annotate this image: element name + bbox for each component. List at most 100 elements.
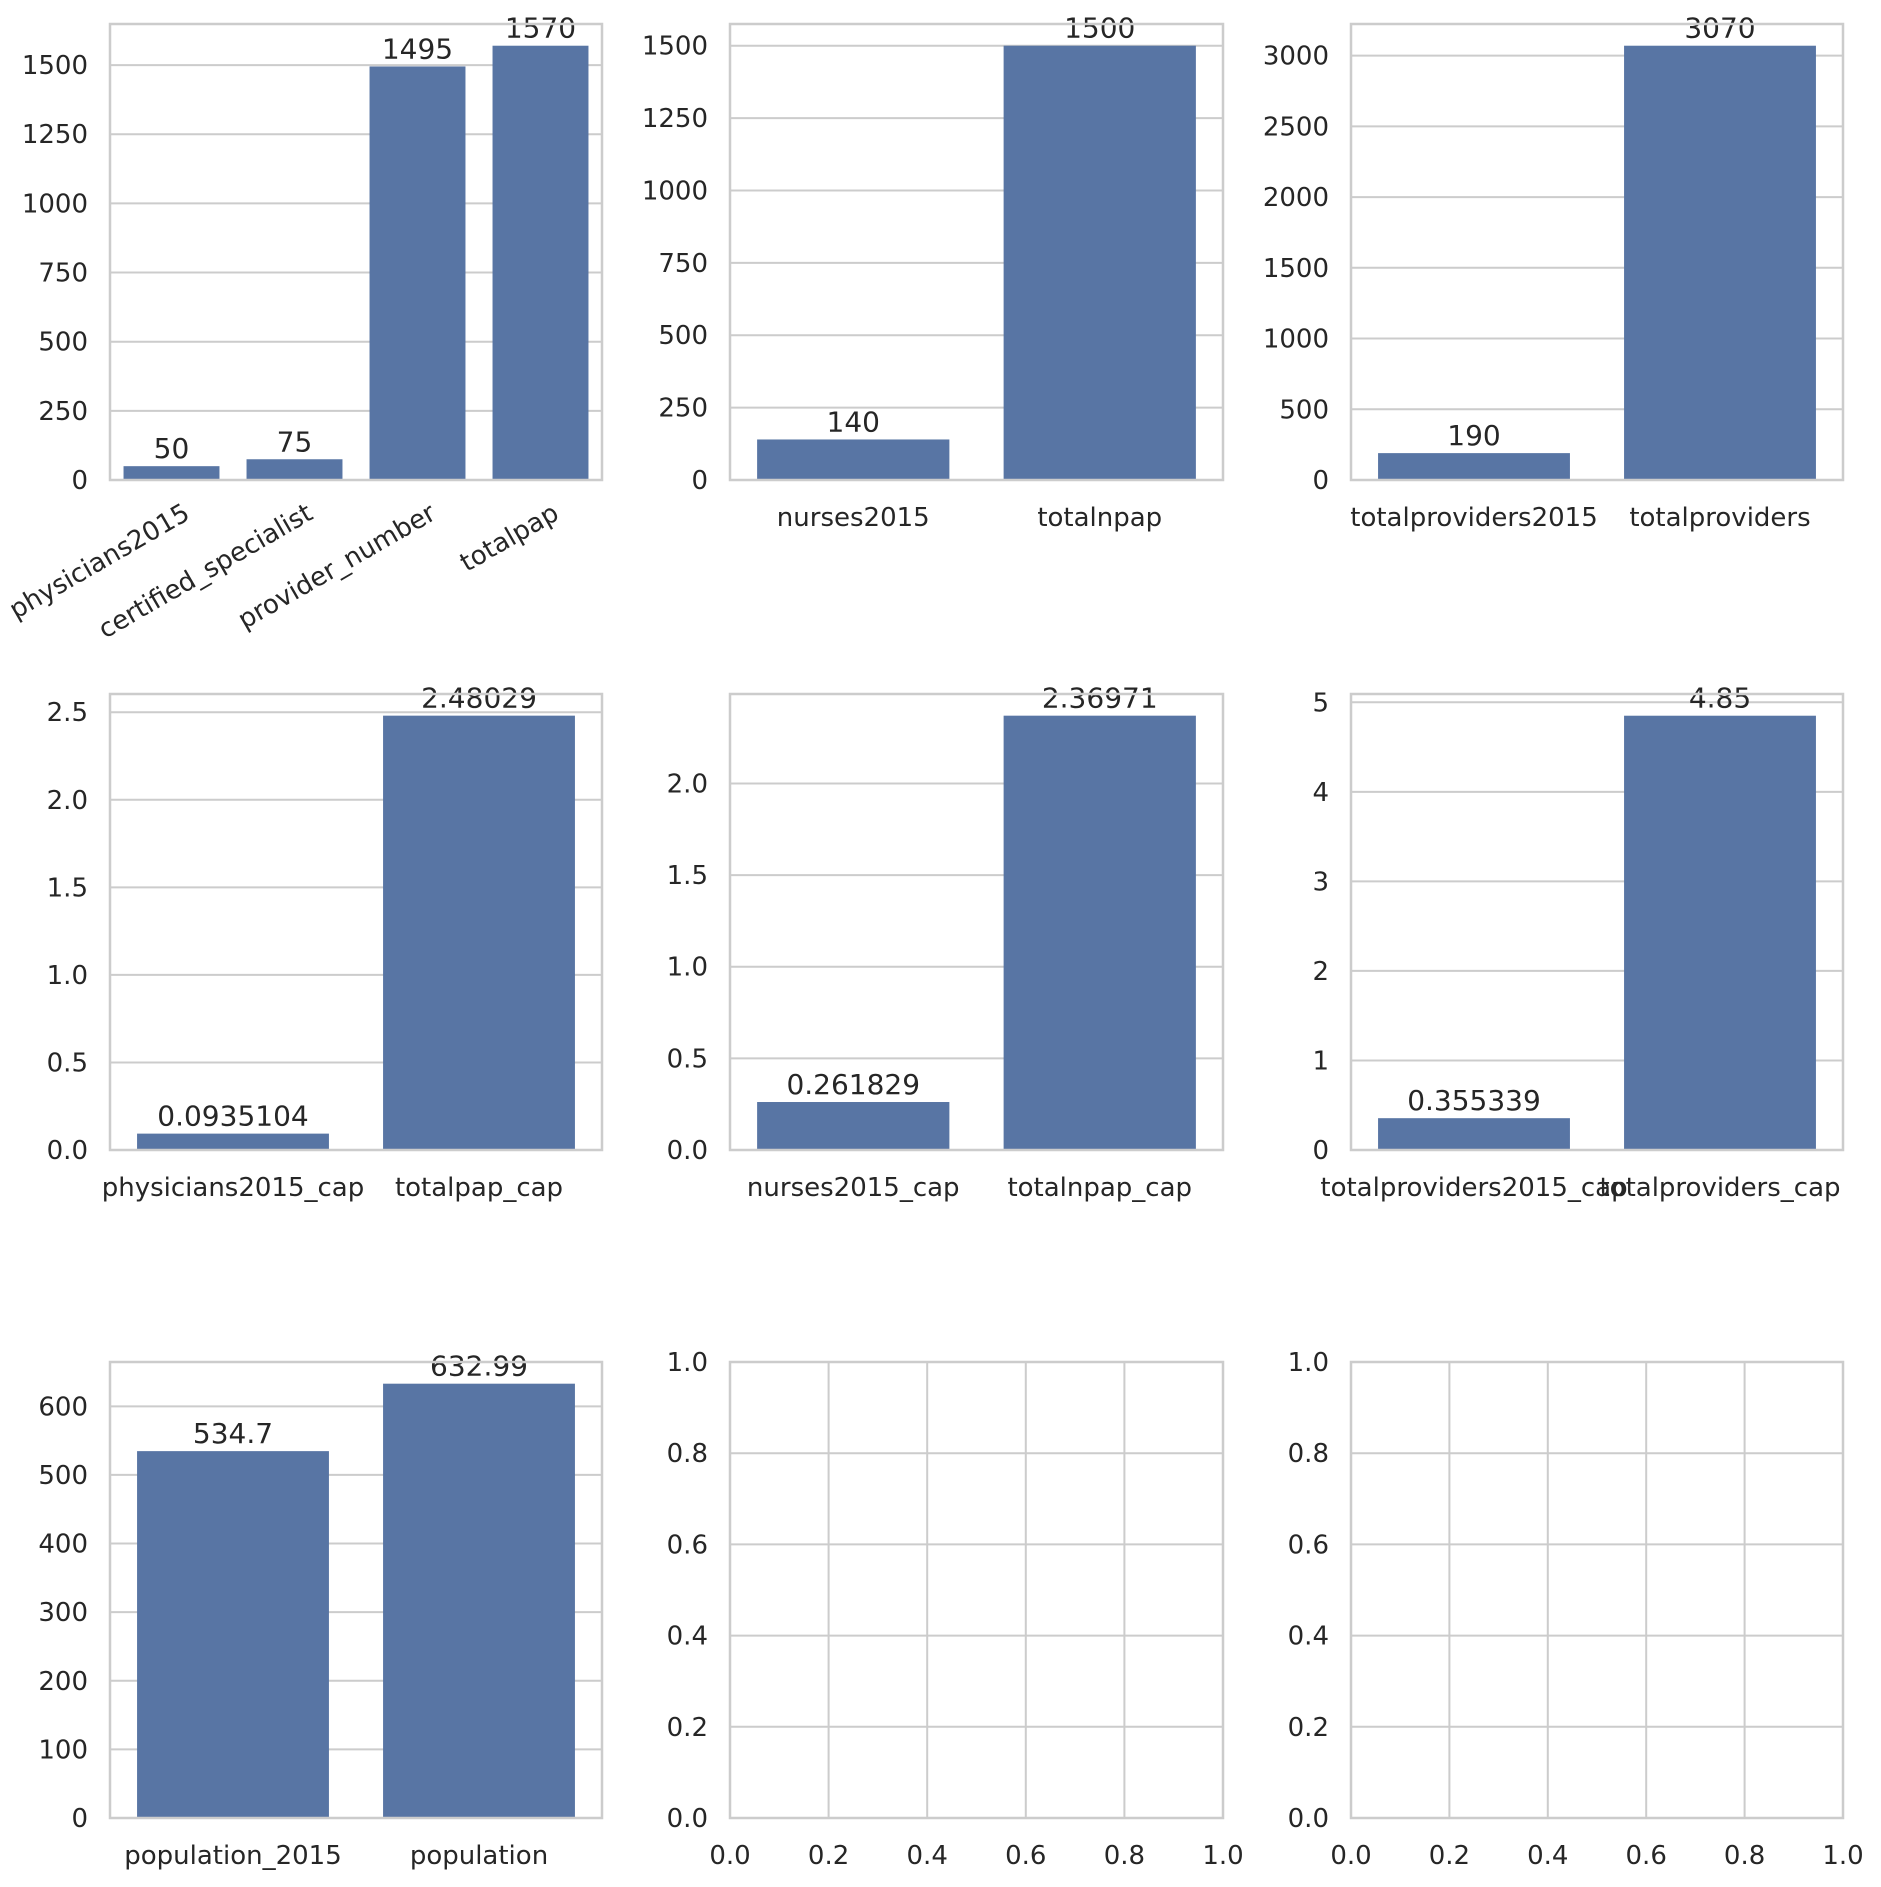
y-tick-label: 0 [71, 466, 88, 496]
bar-value-label: 4.85 [1689, 682, 1751, 715]
bar [1003, 45, 1196, 480]
y-tick-label: 4 [1312, 778, 1329, 808]
y-tick-label: 0.5 [667, 1044, 708, 1074]
y-tick-label: 5 [1312, 688, 1329, 718]
bar [1624, 715, 1816, 1150]
bar-value-label: 0.261829 [786, 1068, 920, 1101]
subplot-5: 0.0 0.5 1.0 1.5 2.0 0.261829 nurses2015_cap 2.3… [667, 682, 1225, 1203]
x-tick-label: totalpap [455, 498, 564, 578]
x-tick-label: nurses2015_cap [747, 1173, 960, 1203]
y-tick-label: 1500 [22, 51, 88, 81]
x-tick-label: 1.0 [1822, 1841, 1863, 1871]
y-tick-label: 400 [38, 1530, 88, 1560]
subplot-1: 025050075010001250150050physicians201575… [4, 12, 604, 645]
y-tick-label: 0.0 [667, 1136, 708, 1166]
x-tick-label: population [410, 1841, 548, 1871]
x-tick-label: 0.2 [808, 1841, 849, 1871]
bar-value-label: 50 [154, 432, 190, 465]
x-tick-label: 0.6 [1626, 1841, 1667, 1871]
x-tick-label: 0.4 [1527, 1841, 1568, 1871]
y-tick-label: 750 [658, 249, 708, 279]
y-tick-label: 2500 [1263, 112, 1329, 142]
x-tick-label: 0.8 [1104, 1841, 1145, 1871]
y-tick-label: 0.0 [667, 1804, 708, 1834]
y-tick-label: 600 [38, 1392, 88, 1422]
y-tick-label: 1.0 [667, 1348, 708, 1378]
axes-frame [1349, 692, 1845, 1152]
axes-frame [728, 692, 1225, 1152]
y-tick-label: 750 [38, 259, 88, 289]
subplot-6: 0 1 2 3 4 5 0.355339 totalproviders2015_cap 4.85… [1312, 682, 1845, 1203]
y-tick-label: 100 [38, 1735, 88, 1765]
y-tick-label: 0.6 [667, 1530, 708, 1560]
x-tick-label: totalproviders2015_cap [1320, 1173, 1627, 1203]
bar [757, 439, 950, 480]
y-tick-label: 1000 [1263, 325, 1329, 355]
y-tick-label: 0 [1312, 1136, 1329, 1166]
bar [137, 1451, 329, 1818]
x-tick-label: 0.0 [709, 1841, 750, 1871]
y-tick-label: 250 [658, 394, 708, 424]
bar [757, 1102, 950, 1150]
y-tick-label: 0.2 [1288, 1713, 1329, 1743]
x-tick-label: provider_number [233, 498, 441, 636]
x-tick-label: totalnpap_cap [1007, 1173, 1192, 1203]
y-tick-label: 0.6 [1288, 1530, 1329, 1560]
subplot-9: 0.0 0.2 0.4 0.6 0.8 1.0 0.0 0.2 0.4 0.6 0.8 1.0 [1288, 1348, 1864, 1871]
axes-frame [108, 22, 604, 482]
y-tick-label: 500 [1279, 395, 1329, 425]
y-tick-label: 500 [658, 321, 708, 351]
bar [1378, 1118, 1570, 1150]
y-tick-label: 2.0 [667, 769, 708, 799]
y-tick-label: 300 [38, 1598, 88, 1628]
y-tick-label: 1.0 [47, 961, 88, 991]
axes-frame [728, 22, 1225, 482]
y-tick-label: 3 [1312, 867, 1329, 897]
subplot-4: 0.0 0.5 1.0 1.5 2.0 2.5 0.0935104 physicians201… [47, 682, 604, 1203]
bar [383, 1383, 575, 1818]
x-tick-label: physicians2015_cap [102, 1173, 365, 1203]
y-tick-label: 0.8 [1288, 1439, 1329, 1469]
subplot-2: 0 250 500 750 1000 1250 1500 140 nurses2015 1500 t… [642, 12, 1225, 533]
subplot-3: 0 500 1000 1500 2000 2500 3000 190 totalprovider… [1263, 12, 1845, 533]
bar-value-label: 1500 [1064, 12, 1135, 45]
y-tick-label: 0.4 [1288, 1622, 1329, 1652]
x-tick-label: 0.0 [1330, 1841, 1371, 1871]
x-tick-label: population_2015 [124, 1841, 342, 1871]
subplot-7: 0 100 200 300 400 500 600 534.7 population_2015 6… [38, 1350, 604, 1871]
y-tick-label: 0.0 [1288, 1804, 1329, 1834]
x-tick-label: totalproviders [1629, 503, 1810, 533]
y-tick-label: 1.5 [47, 873, 88, 903]
x-tick-label: totalpap_cap [395, 1173, 563, 1203]
y-tick-label: 1000 [642, 176, 708, 206]
subplot-8: 0.0 0.2 0.4 0.6 0.8 1.0 0.0 0.2 0.4 0.6 0.8 1.0 [667, 1348, 1244, 1871]
x-tick-label: totalproviders_cap [1599, 1173, 1840, 1203]
y-tick-label: 500 [38, 328, 88, 358]
y-tick-label: 500 [38, 1461, 88, 1491]
x-tick-label: 0.6 [1005, 1841, 1046, 1871]
y-tick-label: 2.5 [47, 698, 88, 728]
bar-value-label: 2.36971 [1042, 682, 1158, 715]
x-tick-label: certified_specialist [93, 498, 318, 645]
axes-frame [108, 1360, 604, 1820]
x-tick-label: nurses2015 [777, 503, 930, 533]
x-tick-label: 0.4 [907, 1841, 948, 1871]
axes-frame [1349, 1360, 1845, 1820]
bar-value-label: 0.355339 [1407, 1084, 1541, 1117]
bar [1003, 715, 1196, 1150]
x-tick-label: 0.2 [1429, 1841, 1470, 1871]
axes-frame [108, 692, 604, 1152]
y-tick-label: 1000 [22, 189, 88, 219]
bar [1378, 453, 1570, 480]
y-tick-label: 0.4 [667, 1622, 708, 1652]
bar-value-label: 140 [827, 405, 880, 438]
y-tick-label: 0.8 [667, 1439, 708, 1469]
bar [137, 1133, 329, 1150]
bar [369, 66, 466, 480]
y-tick-label: 1.0 [667, 953, 708, 983]
x-tick-label: 0.8 [1724, 1841, 1765, 1871]
y-tick-label: 200 [38, 1667, 88, 1697]
bar [383, 715, 575, 1150]
y-tick-label: 0.2 [667, 1713, 708, 1743]
y-tick-label: 2 [1312, 957, 1329, 987]
